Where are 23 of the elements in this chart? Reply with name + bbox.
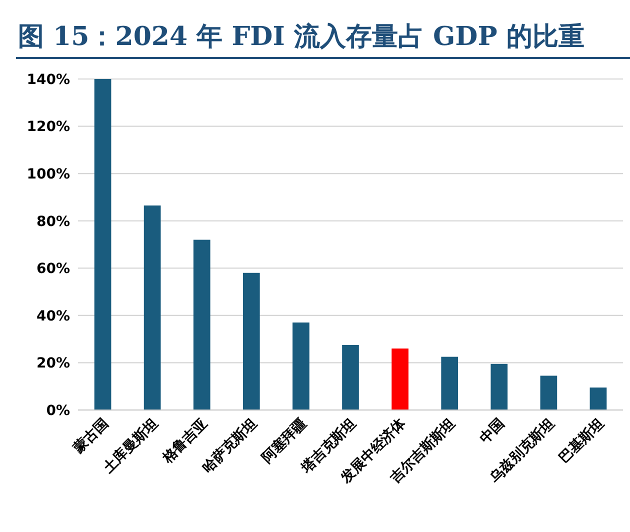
y-tick-label: 40%: [36, 308, 70, 324]
bar: [441, 356, 458, 410]
y-tick-label: 20%: [36, 356, 70, 372]
bar: [242, 272, 260, 410]
bar: [540, 376, 558, 410]
bar: [292, 322, 310, 410]
bar: [490, 364, 508, 410]
x-tick-label: 中国: [476, 416, 508, 447]
x-tick-label: 巴基斯坦: [556, 416, 608, 466]
bar: [94, 79, 112, 410]
bar: [590, 388, 607, 410]
y-tick-label: 100%: [26, 166, 70, 182]
x-tick-label: 蒙古国: [70, 416, 112, 458]
y-tick-label: 60%: [36, 261, 70, 278]
bar: [342, 344, 359, 410]
y-tick-label: 120%: [26, 119, 70, 136]
y-tick-label: 140%: [26, 72, 70, 88]
y-tick-label: 80%: [36, 214, 70, 230]
bar: [392, 348, 408, 410]
y-tick-label: 0%: [46, 402, 70, 419]
chart-title: 图 15：2024 年 FDI 流入存量占 GDP 的比重: [18, 22, 584, 52]
bar: [144, 205, 161, 410]
bar: [193, 240, 210, 410]
